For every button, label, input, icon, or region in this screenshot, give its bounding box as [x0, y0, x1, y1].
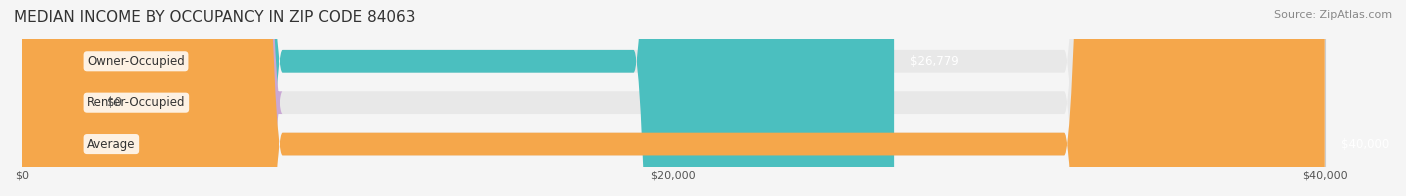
FancyBboxPatch shape [22, 0, 1324, 196]
Text: Average: Average [87, 138, 135, 151]
FancyBboxPatch shape [22, 0, 1324, 196]
FancyBboxPatch shape [22, 0, 1324, 196]
Text: Renter-Occupied: Renter-Occupied [87, 96, 186, 109]
FancyBboxPatch shape [0, 0, 283, 196]
Text: $0: $0 [107, 96, 121, 109]
Text: $26,779: $26,779 [911, 55, 959, 68]
FancyBboxPatch shape [22, 0, 1324, 196]
Text: MEDIAN INCOME BY OCCUPANCY IN ZIP CODE 84063: MEDIAN INCOME BY OCCUPANCY IN ZIP CODE 8… [14, 10, 416, 25]
FancyBboxPatch shape [22, 0, 894, 196]
Text: $40,000: $40,000 [1341, 138, 1389, 151]
Text: Owner-Occupied: Owner-Occupied [87, 55, 184, 68]
Text: Source: ZipAtlas.com: Source: ZipAtlas.com [1274, 10, 1392, 20]
